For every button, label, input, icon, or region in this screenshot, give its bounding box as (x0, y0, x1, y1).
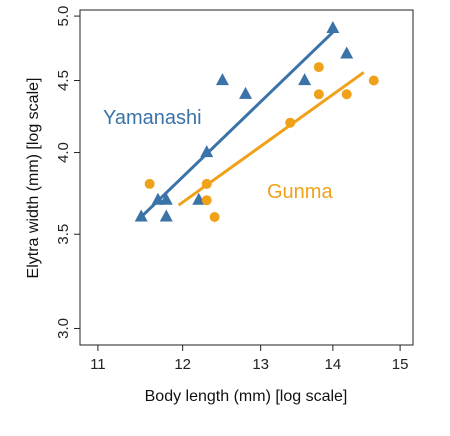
data-point-gunma (209, 211, 220, 222)
y-tick-label: 4.0 (55, 142, 72, 163)
data-point-gunma (144, 178, 155, 189)
data-point-gunma (201, 178, 212, 189)
plot-frame (79, 9, 414, 346)
data-point-yamanashi (340, 46, 354, 59)
data-point-yamanashi (239, 86, 253, 99)
x-tick-label: 13 (252, 356, 269, 373)
y-tick-label: 3.5 (55, 224, 72, 245)
y-axis-ticks: 3.0 3.5 4.0 4.5 5.0 (55, 6, 80, 339)
x-tick-label: 11 (90, 356, 106, 373)
x-tick-label: 15 (392, 356, 409, 373)
data-point-gunma (201, 195, 212, 206)
data-point-yamanashi (159, 209, 173, 222)
data-point-yamanashi (326, 20, 340, 33)
data-point-gunma (313, 62, 324, 73)
data-point-gunma (285, 117, 296, 128)
x-axis-ticks: 11 12 13 14 15 (90, 345, 408, 373)
x-tick-label: 14 (325, 356, 342, 373)
data-points (134, 20, 379, 222)
data-point-yamanashi (134, 209, 148, 222)
series-label-yamanashi: Yamanashi (103, 107, 202, 129)
data-point-yamanashi (159, 192, 173, 205)
x-axis-title: Body length (mm) [log scale] (145, 388, 348, 405)
y-tick-label: 5.0 (55, 6, 72, 27)
data-point-yamanashi (200, 145, 214, 158)
data-point-gunma (341, 89, 352, 100)
data-point-gunma (313, 89, 324, 100)
fit-line-yamanashi (140, 31, 334, 219)
data-point-yamanashi (298, 73, 312, 86)
y-axis-title: Elytra width (mm) [log scale] (25, 78, 42, 279)
data-point-yamanashi (151, 192, 165, 205)
data-point-yamanashi (215, 73, 229, 86)
series-label-gunma: Gunma (267, 181, 333, 203)
x-tick-label: 12 (174, 356, 191, 373)
y-tick-label: 3.0 (55, 318, 72, 339)
data-point-gunma (368, 75, 379, 86)
y-tick-label: 4.5 (55, 70, 72, 91)
